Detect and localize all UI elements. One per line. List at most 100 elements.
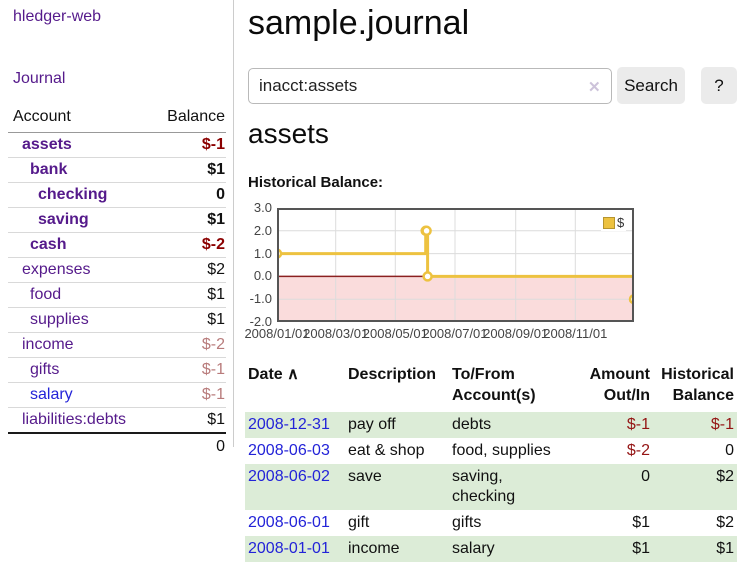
y-axis-tick-label: 2.0 xyxy=(253,222,272,238)
account-link[interactable]: expenses xyxy=(22,261,91,278)
account-row: expenses $2 xyxy=(8,257,226,283)
transaction-description: income xyxy=(345,536,449,562)
account-balance: $-1 xyxy=(149,132,226,158)
transaction-description: gift xyxy=(348,514,370,531)
account-balance: $1 xyxy=(149,307,226,333)
account-link[interactable]: salary xyxy=(30,386,73,403)
transaction-date-link[interactable]: 2008-06-03 xyxy=(248,442,330,459)
account-row: salary $-1 xyxy=(8,382,226,408)
register-col-header[interactable]: Date ∧ xyxy=(248,366,299,383)
legend-swatch xyxy=(603,216,615,229)
transaction-date-link[interactable]: 2008-12-31 xyxy=(248,416,330,433)
account-row: saving $1 xyxy=(8,207,226,233)
account-balance: $-2 xyxy=(149,332,226,358)
account-balance: $1 xyxy=(149,282,226,308)
spacer xyxy=(8,432,150,459)
search-button[interactable]: Search xyxy=(617,67,685,104)
account-link[interactable]: bank xyxy=(30,161,68,178)
account-link[interactable]: saving xyxy=(38,211,89,228)
account-link[interactable]: food xyxy=(30,286,62,303)
transaction-balance: $2 xyxy=(716,514,734,531)
chart-title: Historical Balance: xyxy=(248,174,384,191)
account-balance: $1 xyxy=(207,411,225,428)
transaction-amount: $1 xyxy=(569,536,653,562)
y-axis-tick-label: 3.0 xyxy=(253,200,272,215)
account-row: cash $-2 xyxy=(8,232,226,258)
y-axis-tick-label: 1.0 xyxy=(253,245,272,261)
register-header-row: Date ∧ Description To/From Account(s) Amount… xyxy=(245,362,737,412)
x-axis-tick-label: 2008/01/01 xyxy=(244,326,310,341)
transaction-amount: 0 xyxy=(569,464,653,510)
y-axis-tick-label: -2.0 xyxy=(249,314,272,329)
app-brand-link[interactable]: hledger-web xyxy=(13,8,102,25)
register-table-body: 2008-12-31 pay off debts $-1 $-1 2008-06-03 ea… xyxy=(245,412,737,562)
accounts-col-balance: Balance xyxy=(149,106,226,133)
transaction-balance: 0 xyxy=(725,442,734,459)
transaction-date-link[interactable]: 2008-06-02 xyxy=(248,468,330,485)
transaction-description: save xyxy=(345,464,449,510)
register-col-header: Historical Balance xyxy=(661,366,734,404)
register-row: 2008-06-02 save saving, checking 0 $2 xyxy=(245,464,737,510)
account-row: bank $1 xyxy=(8,157,226,183)
account-balance: $-1 xyxy=(149,357,226,383)
transaction-description: pay off xyxy=(345,412,449,438)
transaction-balance: $-1 xyxy=(653,412,737,438)
transaction-date-link[interactable]: 2008-01-01 xyxy=(248,540,330,557)
register-row: 2008-06-01 gift gifts $1 $2 xyxy=(245,510,737,536)
x-axis-tick-label: 2008/05/01 xyxy=(362,326,428,341)
account-link[interactable]: liabilities:debts xyxy=(22,411,127,428)
transaction-date-link[interactable]: 2008-06-01 xyxy=(248,514,330,531)
register-row: 2008-01-01 income salary $1 $1 xyxy=(245,536,737,562)
x-axis-tick-label: 2008/03/01 xyxy=(303,326,369,341)
account-balance: $1 xyxy=(149,207,226,233)
legend-label: $ xyxy=(617,215,625,230)
page-title: sample.journal xyxy=(248,4,470,42)
account-row: gifts $-1 xyxy=(8,357,226,383)
account-link[interactable]: gifts xyxy=(30,361,60,378)
transaction-amount: $-2 xyxy=(626,442,650,459)
transaction-balance: $2 xyxy=(653,464,737,510)
account-row: checking 0 xyxy=(8,182,226,208)
transaction-accounts: salary xyxy=(449,536,569,562)
help-button[interactable]: ? xyxy=(701,67,737,104)
x-axis-tick-label: 2008/07/01 xyxy=(422,326,488,341)
account-link[interactable]: cash xyxy=(30,236,67,253)
account-link[interactable]: income xyxy=(22,336,74,353)
register-col-header: Description xyxy=(348,366,437,383)
sidebar-item-journal[interactable]: Journal xyxy=(13,70,66,87)
register-table: Date ∧ Description To/From Account(s) Amount… xyxy=(245,362,737,562)
account-balance: $2 xyxy=(149,257,226,283)
account-balance: $-1 xyxy=(149,382,226,408)
clear-search-icon[interactable]: ✕ xyxy=(588,79,601,96)
sidebar-divider xyxy=(233,0,234,447)
transaction-accounts: saving, checking xyxy=(449,464,569,510)
account-balance: 0 xyxy=(149,182,226,208)
account-balance: $-2 xyxy=(149,232,226,258)
account-row: liabilities:debts $1 xyxy=(8,408,226,434)
account-row: assets $-1 xyxy=(8,132,226,158)
account-heading: assets xyxy=(248,118,329,149)
transaction-description: eat & shop xyxy=(348,442,425,459)
account-link[interactable]: assets xyxy=(22,136,72,153)
x-axis-tick-label: 2008/11/01 xyxy=(543,326,608,341)
y-axis-tick-label: -1.0 xyxy=(249,291,272,307)
sort-asc-icon[interactable]: ∧ xyxy=(282,366,299,383)
register-row: 2008-06-03 eat & shop food, supplies $-2 0 xyxy=(245,438,737,464)
account-row: income $-2 xyxy=(8,332,226,358)
account-link[interactable]: supplies xyxy=(30,311,89,328)
transaction-amount: $-1 xyxy=(569,412,653,438)
accounts-total-row: 0 xyxy=(8,432,226,459)
accounts-table-body: assets $-1 bank $1 checking 0 saving $1 cash $-2 e… xyxy=(8,132,226,459)
register-col-header: Amount Out/In xyxy=(589,366,650,404)
account-link[interactable]: checking xyxy=(38,186,108,203)
account-balance: $1 xyxy=(149,157,226,183)
register-row: 2008-12-31 pay off debts $-1 $-1 xyxy=(245,412,737,438)
transaction-balance: $1 xyxy=(653,536,737,562)
balance-chart-svg xyxy=(271,208,640,322)
accounts-table: Account Balance assets $-1 bank $1 checking 0… xyxy=(8,106,226,459)
transaction-accounts: food, supplies xyxy=(452,442,551,459)
x-axis-tick-label: 2008/09/01 xyxy=(483,326,549,341)
chart-legend: $ xyxy=(601,214,627,231)
search-input[interactable] xyxy=(248,68,612,104)
transaction-accounts: debts xyxy=(449,412,569,438)
